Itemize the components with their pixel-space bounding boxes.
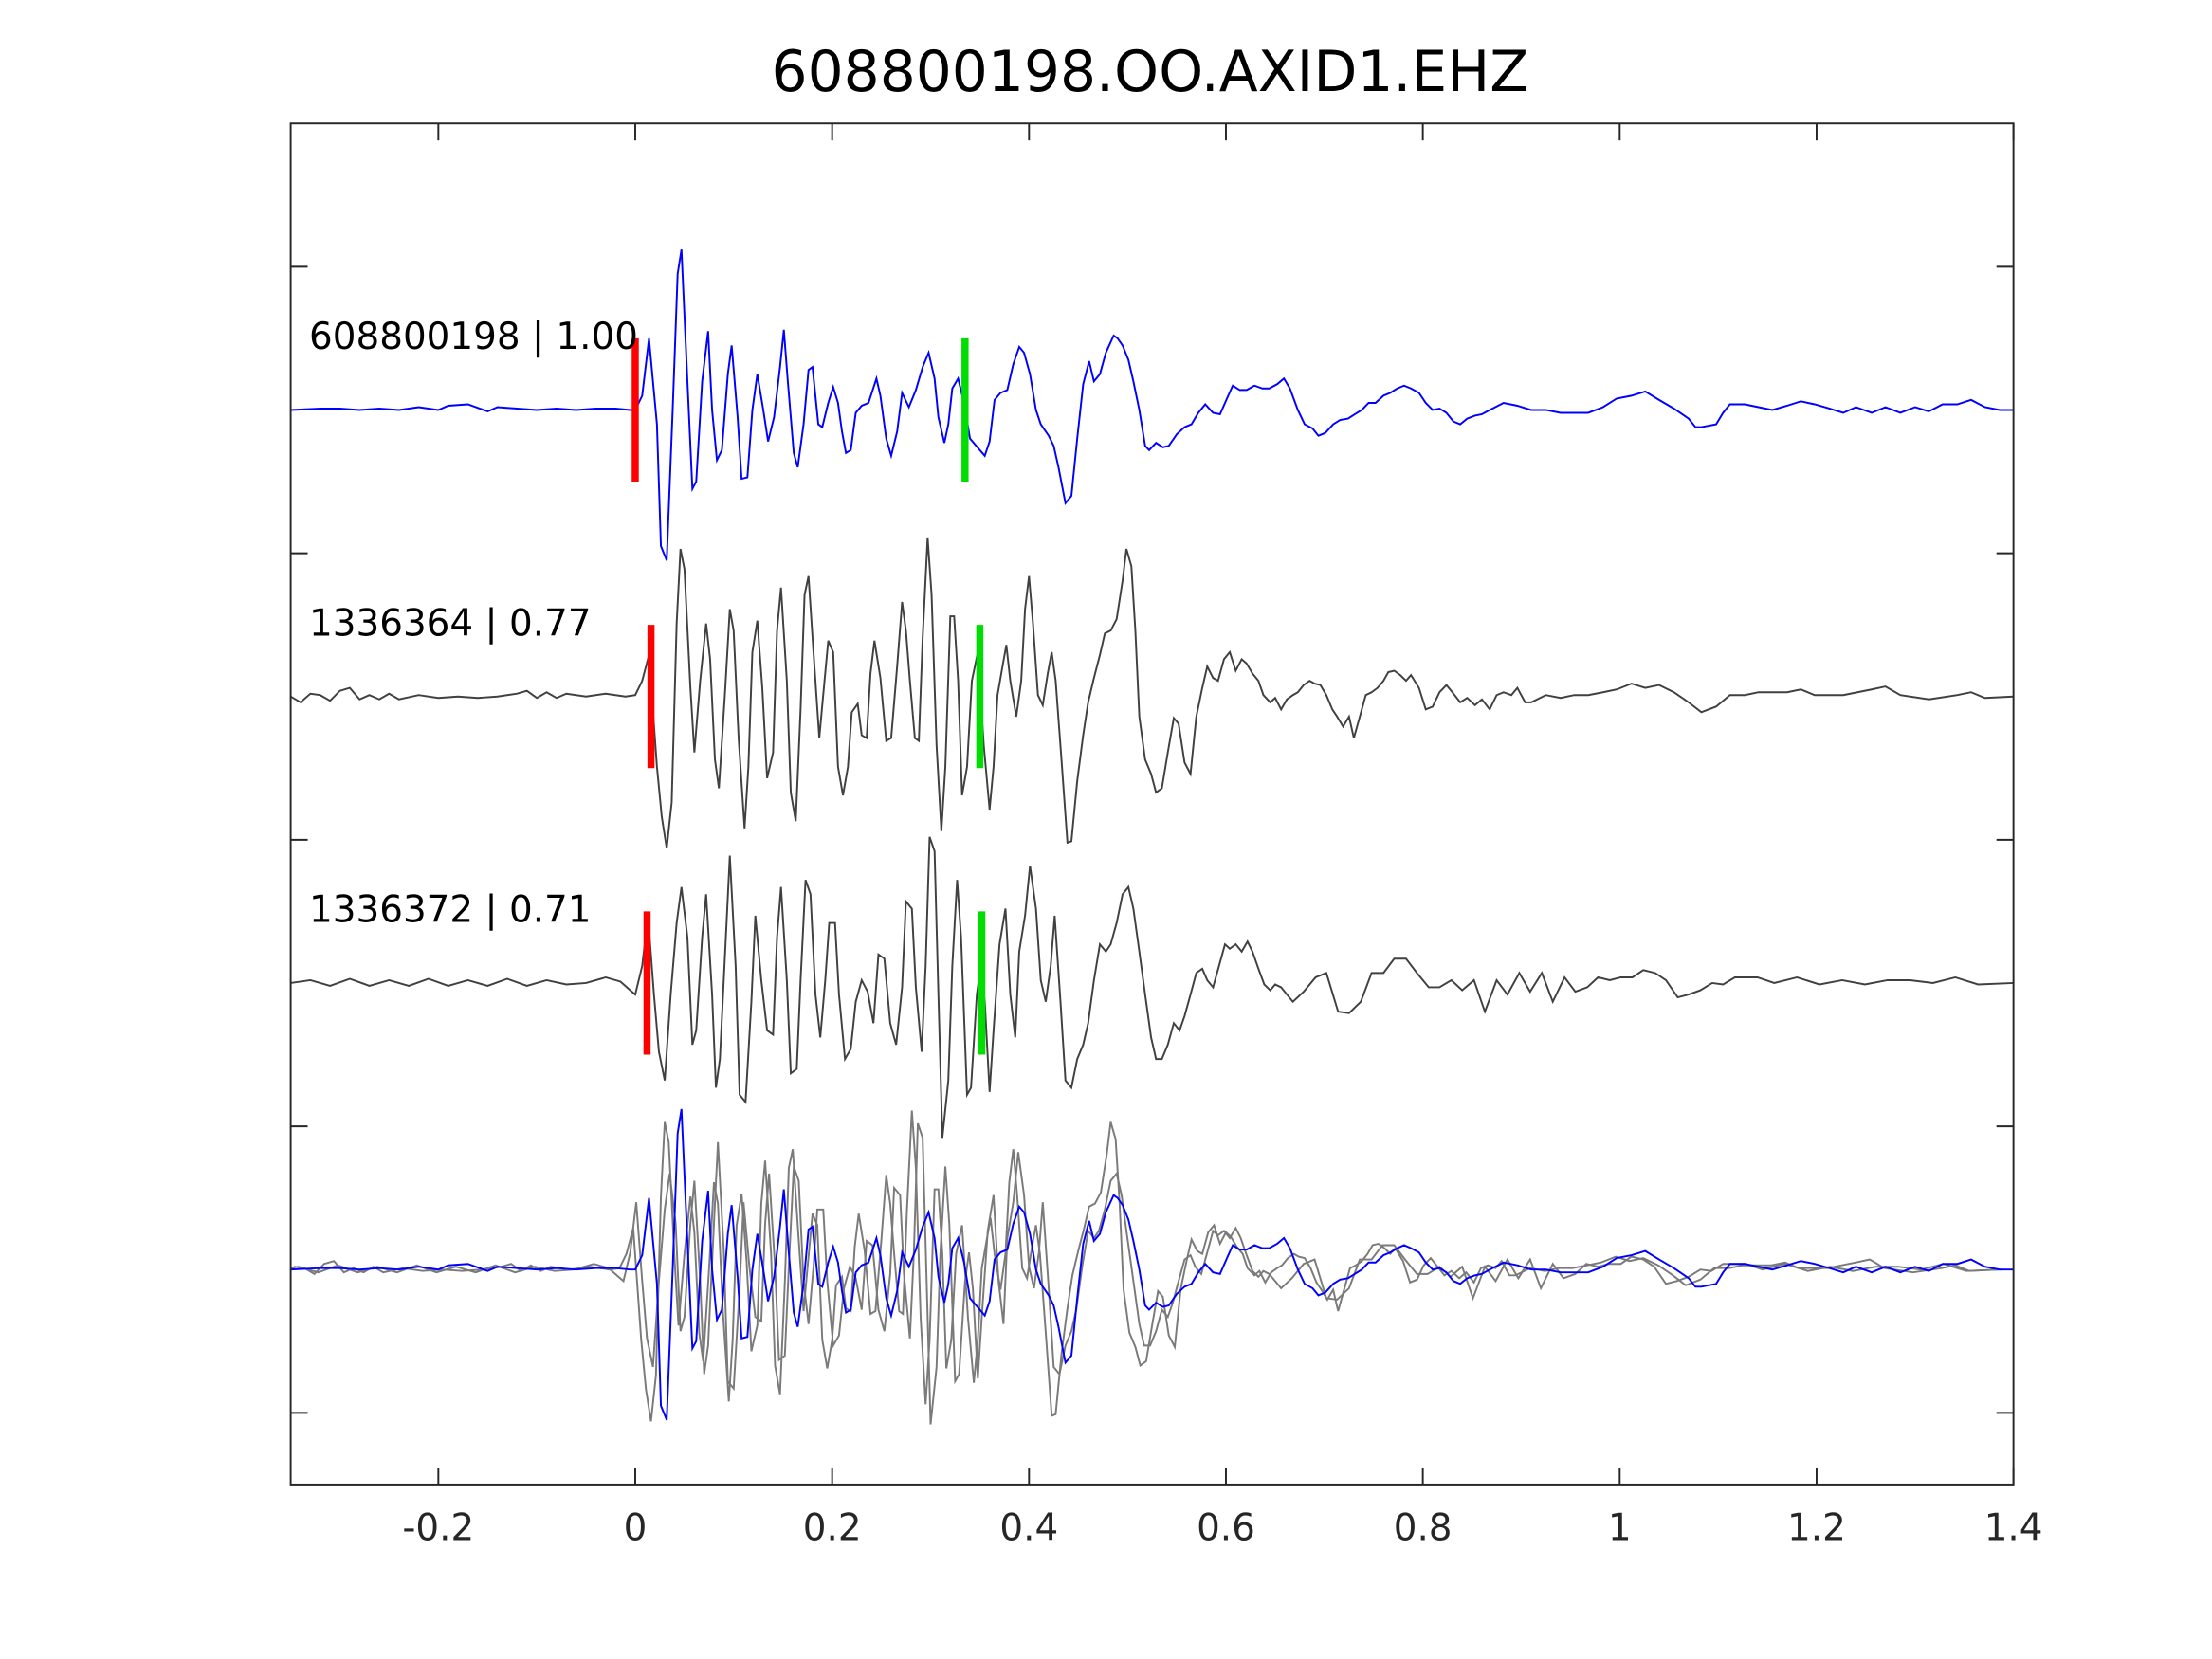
x-tick-label: 0.8 <box>1394 1506 1453 1549</box>
match-trace-2 <box>290 836 2014 1139</box>
trace-label: 1336372 | 0.71 <box>309 889 592 932</box>
x-tick-label: 0.4 <box>999 1506 1058 1549</box>
chart-title: 608800198.OO.AXID1.EHZ <box>772 39 1529 105</box>
x-tick-label: 0.6 <box>1197 1506 1255 1549</box>
axes-box <box>289 122 2015 1486</box>
overlay-template-trace <box>290 1108 2014 1421</box>
overlay-match-trace-1 <box>290 1110 1999 1422</box>
template-trace <box>290 249 2014 561</box>
x-tick-label: 1.2 <box>1787 1506 1846 1549</box>
x-tick-label: 0 <box>624 1506 648 1549</box>
x-tick-label: 0.2 <box>803 1506 862 1549</box>
match-trace-1 <box>290 537 2014 849</box>
overlay-match-trace-2 <box>290 1122 2002 1425</box>
x-tick-label: -0.2 <box>402 1506 474 1549</box>
trace-label: 1336364 | 0.77 <box>309 602 592 645</box>
axes: -0.2 0 0.2 0.4 0.6 0.8 1 1.2 1.4 <box>289 122 2043 1549</box>
x-tick-label: 1 <box>1608 1506 1632 1549</box>
trace-label: 608800198 | 1.00 <box>309 316 638 358</box>
plot-area: 608800198 | 1.00 1336364 | 0.77 1336372 | … <box>290 249 2014 1425</box>
x-tick-label: 1.4 <box>1984 1506 2043 1549</box>
